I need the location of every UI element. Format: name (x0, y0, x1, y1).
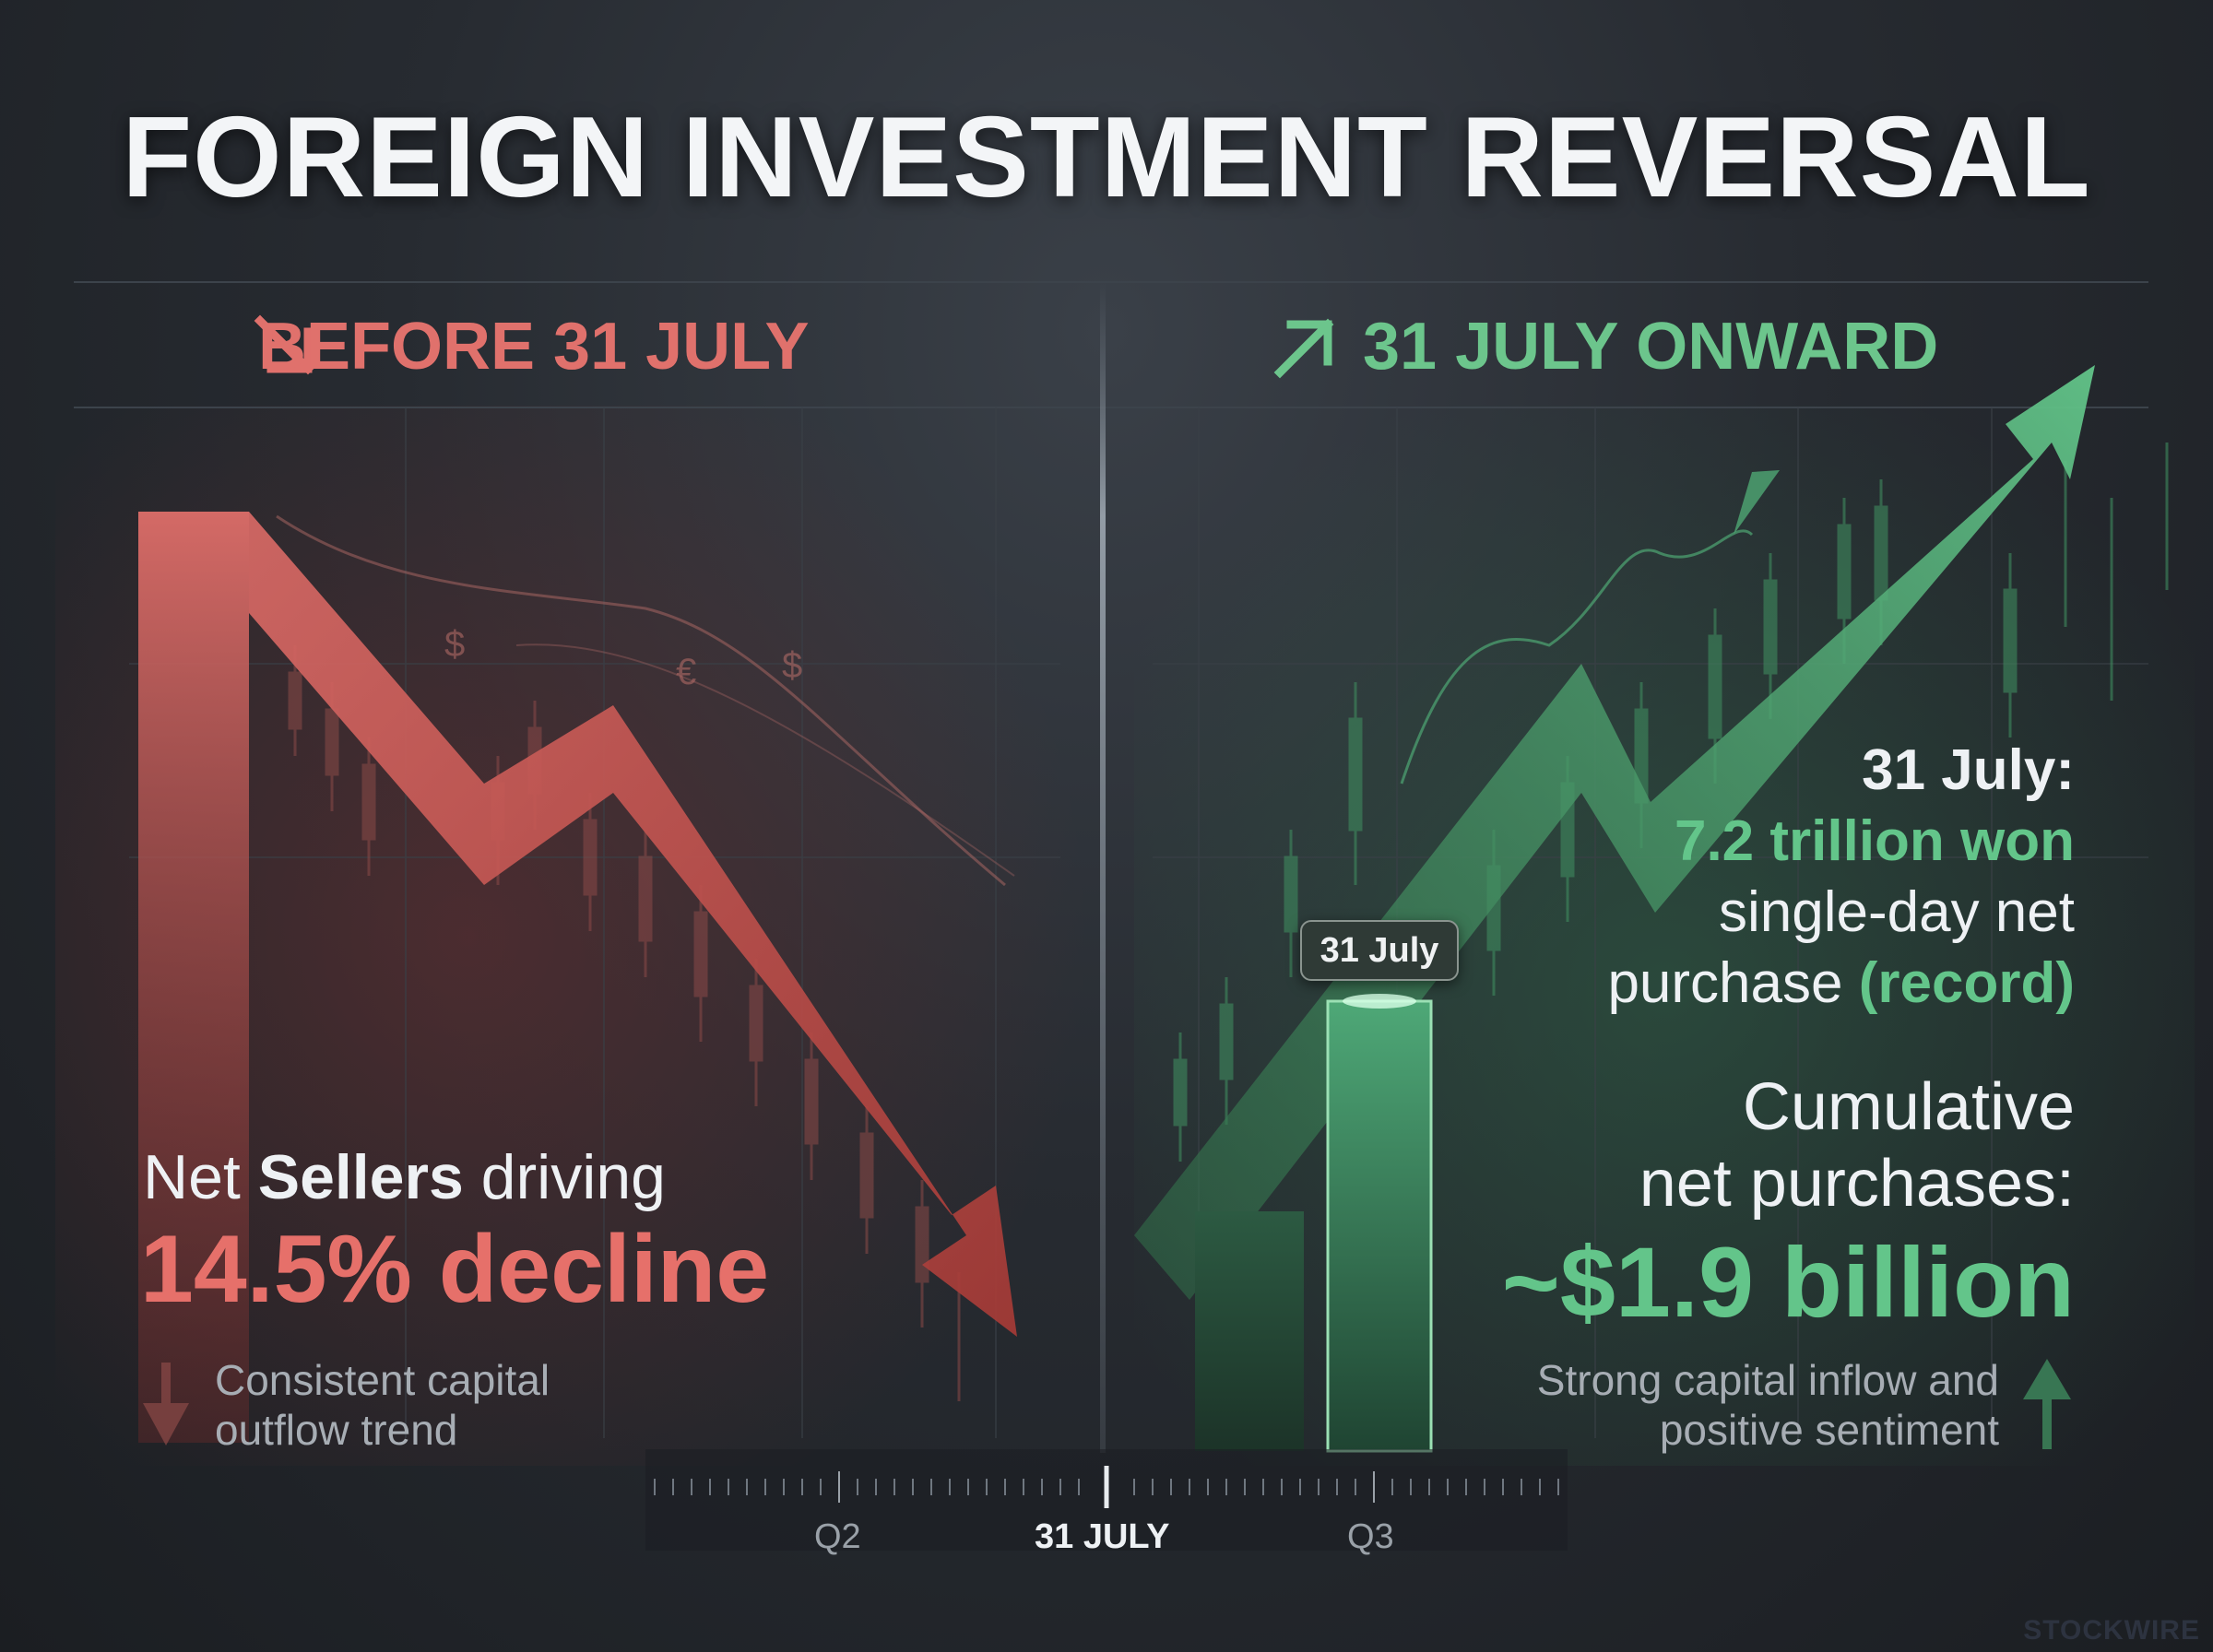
right-date-label: 31 July: (1862, 738, 2075, 802)
date-badge: 31 July (1300, 920, 1459, 981)
right-cumulative-2: net purchases: (1639, 1147, 2075, 1221)
arrow-up-right-icon (1273, 318, 1334, 379)
left-stat-value: 14.5% decline (140, 1216, 770, 1323)
red-bar (138, 512, 249, 1443)
green-up-arrow (1134, 365, 2095, 1300)
right-header: 31 JULY ONWARD (1363, 310, 1939, 384)
right-desc-2: purchase (record) (1607, 950, 2075, 1016)
left-header: BEFORE 31 JULY (258, 310, 810, 384)
left-stat-bold: Sellers (257, 1142, 464, 1212)
left-note: Consistent capital outflow trend (215, 1356, 550, 1454)
timeline-tick-q3: Q3 (1347, 1517, 1394, 1556)
right-note: Strong capital inflow and positive senti… (1536, 1356, 1999, 1454)
svg-text:$: $ (444, 624, 465, 665)
right-desc-purchase: purchase (1607, 951, 1843, 1015)
left-stat-suffix: driving (463, 1142, 666, 1212)
date-badge-label: 31 July (1320, 931, 1439, 970)
left-stat-line: Net Sellers driving (143, 1141, 666, 1213)
svg-text:$: $ (782, 645, 802, 686)
right-amount: 7.2 trillion won (1674, 809, 2075, 873)
red-down-arrow (249, 512, 1017, 1337)
right-cumulative-value: ~$1.9 billion (1501, 1226, 2075, 1338)
right-desc-1: single-day net (1718, 880, 2075, 944)
left-stat-prefix: Net (143, 1142, 258, 1212)
right-cumulative-1: Cumulative (1742, 1070, 2075, 1144)
arrow-up-icon (2023, 1359, 2071, 1449)
svg-text:€: € (676, 652, 696, 692)
timeline-tick-31-july: 31 JULY (1035, 1517, 1170, 1556)
right-desc-highlight: (record) (1858, 951, 2075, 1015)
page-title: FOREIGN INVESTMENT REVERSAL (122, 94, 2091, 221)
arrow-down-icon (143, 1363, 189, 1446)
timeline-tick-q2: Q2 (814, 1517, 861, 1556)
green-bar (1326, 999, 1433, 1453)
dark-green-bar (1195, 1211, 1304, 1451)
watermark: STOCKWIRE (2023, 1615, 2200, 1646)
arrow-down-right-icon (254, 314, 314, 375)
